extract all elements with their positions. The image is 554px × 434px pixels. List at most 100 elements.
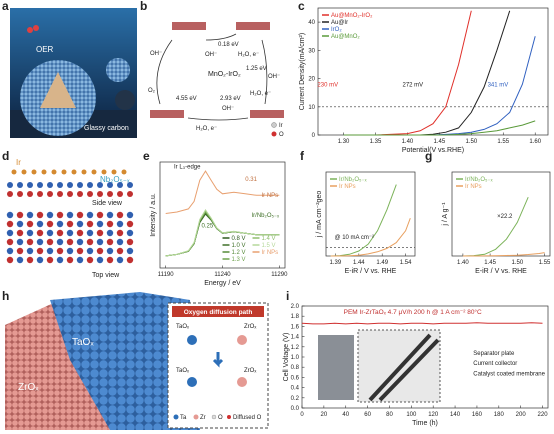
- x-axis-label: E-iR / V vs. RHE: [475, 268, 527, 275]
- atom: [81, 169, 87, 175]
- atom: [96, 229, 104, 237]
- particle: [115, 90, 135, 110]
- o2-bubble: [33, 25, 39, 31]
- atom: [116, 238, 124, 246]
- atom: [96, 211, 104, 219]
- annotation: Separator plate: [473, 351, 515, 357]
- panel-d: Ir Nb₂O₅₋ₓ Side view Top view: [16, 158, 130, 279]
- annotation: 341 mV: [488, 83, 509, 89]
- legend-label: 1.2 V: [232, 250, 246, 256]
- legend-label: Ta: [180, 415, 187, 421]
- x-tick-label: 11190: [158, 272, 174, 278]
- atom: [126, 256, 134, 264]
- x-tick-label: 20: [321, 412, 328, 418]
- atom: [127, 182, 133, 188]
- atom: [16, 229, 24, 237]
- legend-label: Ir/Nb₂O₅₋ₓ: [465, 177, 493, 183]
- energy: 1.25 eV: [246, 66, 267, 72]
- atom: [6, 238, 14, 246]
- atom: [66, 256, 74, 264]
- species: OH⁻: [205, 52, 217, 58]
- legend-label: Ir NPs: [262, 250, 279, 256]
- annotation: Ir L₃-edge: [174, 164, 201, 170]
- annotation: Ir/Nb₂O₅₋ₓ: [252, 213, 280, 219]
- atom: [36, 229, 44, 237]
- legend-label: 1.3 V: [232, 257, 246, 263]
- atom: [46, 238, 54, 246]
- atom: [77, 191, 83, 197]
- atom: [76, 247, 84, 255]
- x-tick-label: 1.54: [400, 260, 412, 266]
- atom: [96, 220, 104, 228]
- atom: [66, 211, 74, 219]
- atom: [26, 220, 34, 228]
- atom: [6, 229, 14, 237]
- annotation: 272 mV: [403, 83, 424, 89]
- annotation: Current collector: [473, 361, 517, 367]
- x-tick-label: 1.45: [484, 260, 496, 266]
- atom: [86, 238, 94, 246]
- label: OER: [36, 45, 54, 54]
- atom: [7, 191, 13, 197]
- atom: [126, 220, 134, 228]
- y-tick-label: 40: [308, 20, 315, 26]
- legend-label: Diffused O: [233, 415, 262, 421]
- y-tick-label: 10: [308, 105, 315, 111]
- atom: [106, 220, 114, 228]
- series-line: [330, 184, 397, 257]
- inset-header: [172, 306, 264, 317]
- inset-label: TaOₓ: [176, 368, 189, 374]
- atom: [17, 191, 23, 197]
- atom: [37, 191, 43, 197]
- x-tick-label: 1.40: [402, 139, 414, 145]
- atom: [36, 220, 44, 228]
- y-tick-label: 0.2: [291, 396, 300, 402]
- membrane-layer: [368, 333, 440, 402]
- panel-label: h: [2, 289, 9, 303]
- x-tick-label: 11240: [214, 272, 231, 278]
- atom: [26, 229, 34, 237]
- core: [40, 72, 76, 108]
- atom: [16, 238, 24, 246]
- y-tick-label: 0.4: [291, 386, 300, 392]
- legend-label: Au@MnO₂: [331, 34, 360, 40]
- slab: [172, 22, 206, 30]
- x-tick-label: 160: [472, 412, 483, 418]
- inset-title: Oxygen diffusion path: [184, 309, 253, 316]
- atom: [26, 211, 34, 219]
- label: Top view: [92, 272, 120, 279]
- energy: 0.18 eV: [218, 42, 239, 48]
- atom: [67, 191, 73, 197]
- y-tick-label: 0.0: [291, 406, 300, 412]
- energy: 4.55 eV: [176, 96, 197, 102]
- legend-marker: [193, 414, 199, 420]
- legend-label: Ir/Nb₂O₅₋ₓ: [339, 177, 367, 183]
- label: Ir: [16, 158, 21, 167]
- arrow: [212, 352, 224, 368]
- y-axis-label: Intensity / a.u.: [150, 193, 157, 237]
- atom: [127, 191, 133, 197]
- legend-label: 1.5 V: [262, 243, 276, 249]
- series-line: [330, 218, 411, 257]
- atom: [237, 335, 247, 345]
- atom: [36, 238, 44, 246]
- atom: [36, 256, 44, 264]
- atom: [36, 247, 44, 255]
- atom: [36, 211, 44, 219]
- atom: [121, 169, 127, 175]
- atom: [86, 229, 94, 237]
- taox-region: [50, 292, 200, 430]
- legend-label: O: [218, 415, 223, 421]
- atom: [116, 220, 124, 228]
- atom: [71, 169, 77, 175]
- legend-marker: [271, 122, 277, 128]
- atom: [11, 169, 17, 175]
- x-tick-label: 1.50: [511, 260, 523, 266]
- energy: 2.93 eV: [220, 96, 241, 102]
- legend-label: Au@Ir: [331, 20, 348, 26]
- chart-title: PEM Ir-ZrTaOₓ 4.7 μV/h 200 h @ 1 A cm⁻² …: [344, 308, 482, 316]
- atom: [97, 191, 103, 197]
- atom: [117, 191, 123, 197]
- label: Side view: [92, 200, 123, 207]
